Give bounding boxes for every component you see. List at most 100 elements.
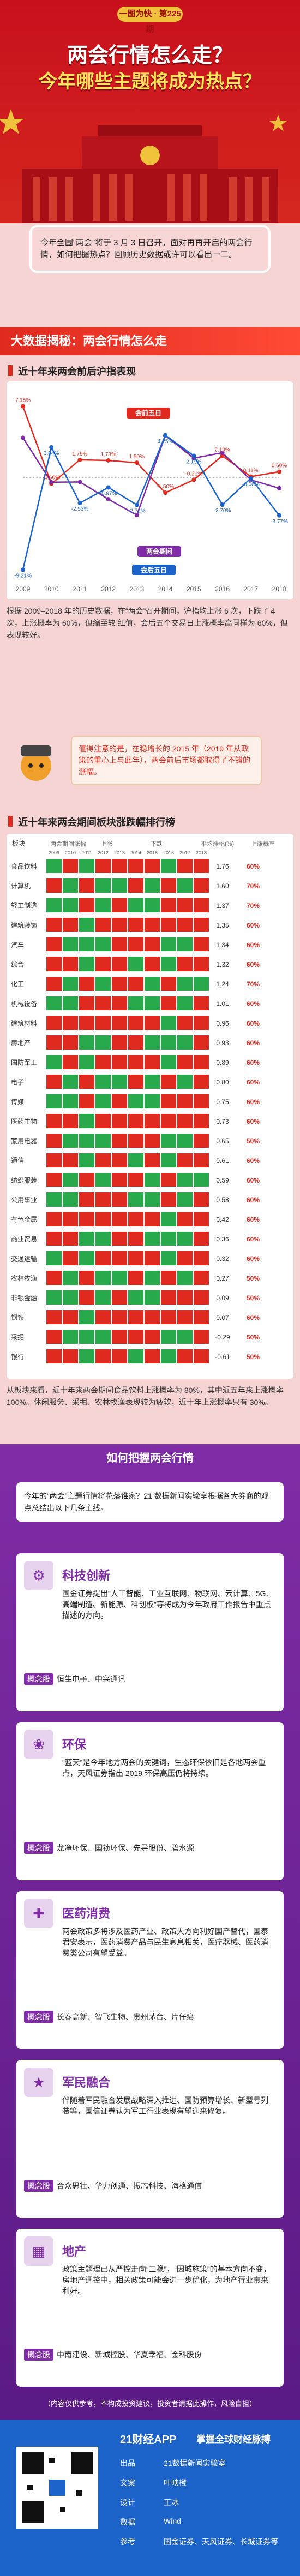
avg-value: 0.75 <box>216 1098 229 1106</box>
prob-value: 60% <box>247 1020 260 1027</box>
data-label: -2.72% <box>128 508 146 514</box>
heat-cell <box>161 977 176 991</box>
heat-cell <box>112 1349 127 1363</box>
theme-description: “蓝天”是今年地方两会的关键词，生态环保依旧是各地两会重点，天风证券指出 201… <box>62 1758 266 1778</box>
credit-value: Wind <box>164 2517 181 2525</box>
heat-cell <box>194 1094 209 1108</box>
credit-value: 王冰 <box>164 2498 179 2507</box>
avg-value: 1.32 <box>216 961 229 968</box>
data-label: 1.73% <box>100 452 116 458</box>
heat-cell <box>112 1271 127 1285</box>
row-label: 采掘 <box>11 1333 24 1341</box>
heat-cell <box>145 1173 160 1187</box>
heat-cell <box>145 1251 160 1265</box>
theme-description: 国金证券提出“人工智能、工业互联网、物联网、云计算、5G、高端制造、新能源、科创… <box>62 1589 274 1620</box>
heat-cell <box>161 1114 176 1128</box>
heat-cell <box>194 1271 209 1285</box>
series-line-2 <box>22 434 280 570</box>
heat-cell <box>95 1330 111 1344</box>
outlook-intro-box: 今年的“两会”主题行情将花落谁家？21 数据新闻实验室根据各大券商的观点总结出以… <box>16 1482 284 1522</box>
theme-card: ✚ 医药消费 两会政策多将涉及医药产业、政策大方向利好国产替代，国泰君安表示，医… <box>16 1891 284 2049</box>
heat-cell <box>63 1173 78 1187</box>
heat-cell <box>145 1094 160 1108</box>
heat-cell <box>128 859 143 873</box>
theme-name: 环保 <box>62 1738 87 1751</box>
concept-stocks: 概念股 合众思壮、华力创通、振芯科技、海格通信 <box>24 2180 202 2192</box>
avg-value: 0.58 <box>216 1196 229 1204</box>
concept-list: 长春高新、智飞生物、贵州茅台、片仔癀 <box>57 2013 194 2021</box>
heat-cell <box>112 1310 127 1324</box>
heat-cell <box>112 918 127 932</box>
heat-cell <box>79 1075 94 1089</box>
heat-cell <box>145 937 160 951</box>
heat-cell <box>63 957 78 971</box>
row-label: 有色金属 <box>11 1215 37 1223</box>
series-point <box>49 480 54 484</box>
heat-cell <box>128 1134 143 1148</box>
heat-cell <box>79 1153 94 1167</box>
heat-cell <box>46 1192 62 1207</box>
heat-cell <box>79 1310 94 1324</box>
series-point <box>134 513 139 518</box>
heat-cell <box>177 977 193 991</box>
heat-cell <box>46 1251 62 1265</box>
credit-value: 21数据新闻实验室 <box>164 2459 226 2468</box>
prob-value: 60% <box>247 1157 260 1165</box>
heat-cell <box>128 1310 143 1324</box>
avg-value: 0.80 <box>216 1078 229 1086</box>
heat-cell <box>63 1349 78 1363</box>
heat-cell <box>177 957 193 971</box>
heat-cell <box>145 1192 160 1207</box>
prob-value: 70% <box>247 980 260 988</box>
heat-cell <box>145 1153 160 1167</box>
heat-cell <box>128 957 143 971</box>
heat-cell <box>63 1153 78 1167</box>
heat-cell <box>128 1192 143 1207</box>
heat-cell <box>63 1035 78 1050</box>
heat-cell <box>161 1192 176 1207</box>
col-label: 2011 <box>81 850 92 856</box>
heat-cell <box>194 1134 209 1148</box>
prob-value: 60% <box>247 1098 260 1106</box>
heat-cell <box>112 1192 127 1207</box>
heat-cell <box>95 1271 111 1285</box>
heat-cell <box>95 1251 111 1265</box>
heat-cell <box>46 1114 62 1128</box>
heat-cell <box>194 1290 209 1305</box>
series-label-bg <box>132 565 176 575</box>
heat-cell <box>79 1173 94 1187</box>
heat-cell <box>79 1232 94 1246</box>
heat-cell <box>161 1212 176 1226</box>
x-tick: 2009 <box>16 585 31 593</box>
great-hall-illustration <box>0 109 287 223</box>
heat-cell <box>95 859 111 873</box>
note-text: 值得注意的是，在稳增长的 2015 年（2019 年从政策的重心上与此年），两会… <box>79 744 250 776</box>
heat-cell <box>194 1310 209 1324</box>
outlook-section: 如何把握两会行情 今年的“两会”主题行情将花落谁家？21 数据新闻实验室根据各大… <box>0 1444 300 2420</box>
heat-cell <box>46 1016 62 1030</box>
avg-value: 0.73 <box>216 1118 229 1125</box>
heat-cell <box>79 996 94 1010</box>
heat-cell <box>95 1134 111 1148</box>
heat-cell <box>194 1075 209 1089</box>
heat-cell <box>63 1310 78 1324</box>
heat-cell <box>145 1055 160 1069</box>
heat-cell <box>128 1094 143 1108</box>
heat-cell <box>194 1055 209 1069</box>
prob-value: 60% <box>247 1078 260 1086</box>
heat-cell <box>128 1055 143 1069</box>
heat-cell <box>46 977 62 991</box>
heat-cell <box>177 859 193 873</box>
prob-value: 60% <box>247 1118 260 1125</box>
data-label: -2.53% <box>71 506 89 512</box>
prob-value: 60% <box>247 1255 260 1263</box>
heat-cell <box>161 1134 176 1148</box>
heat-cell <box>177 898 193 912</box>
series-point <box>277 513 281 518</box>
series-point <box>106 458 111 463</box>
heat-cell <box>161 1153 176 1167</box>
heat-cell <box>194 1212 209 1226</box>
heat-cell <box>128 1212 143 1226</box>
qr-code[interactable] <box>16 2447 98 2529</box>
avg-value: 1.35 <box>216 922 229 929</box>
